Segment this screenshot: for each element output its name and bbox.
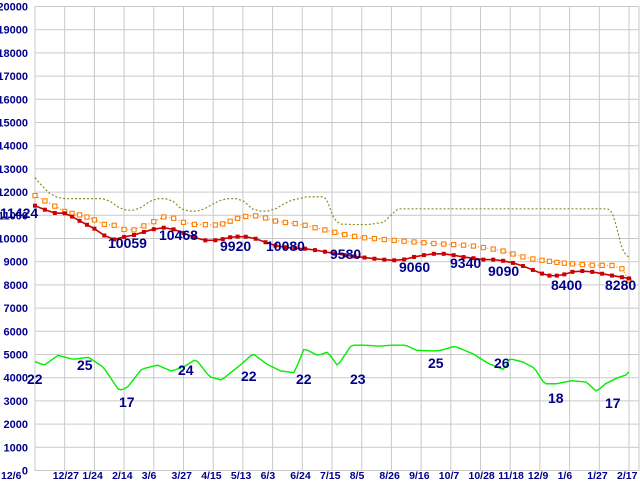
svg-text:16000: 16000 (0, 94, 28, 106)
svg-text:26: 26 (494, 355, 510, 371)
svg-text:23: 23 (350, 371, 366, 387)
svg-text:9060: 9060 (399, 259, 430, 275)
svg-text:3000: 3000 (4, 396, 28, 408)
svg-text:7000: 7000 (4, 303, 28, 315)
svg-text:9/16: 9/16 (409, 470, 430, 480)
svg-text:10059: 10059 (108, 235, 147, 251)
svg-text:17000: 17000 (0, 71, 28, 83)
svg-text:15000: 15000 (0, 118, 28, 130)
svg-text:5/13: 5/13 (231, 470, 252, 480)
svg-text:8000: 8000 (4, 280, 28, 292)
svg-text:1000: 1000 (4, 442, 28, 454)
svg-text:8280: 8280 (605, 277, 636, 293)
svg-text:6/3: 6/3 (261, 470, 276, 480)
svg-text:6/24: 6/24 (290, 470, 311, 480)
svg-text:25: 25 (77, 357, 93, 373)
svg-text:17: 17 (605, 395, 621, 411)
svg-text:10/28: 10/28 (469, 470, 495, 480)
svg-text:2000: 2000 (4, 419, 28, 431)
svg-text:18: 18 (548, 390, 564, 406)
svg-text:9090: 9090 (488, 263, 519, 279)
svg-text:14000: 14000 (0, 141, 28, 153)
svg-text:8400: 8400 (551, 277, 582, 293)
svg-text:11/18: 11/18 (498, 470, 524, 480)
svg-text:13000: 13000 (0, 164, 28, 176)
svg-text:3/6: 3/6 (142, 470, 157, 480)
svg-text:1/6: 1/6 (558, 470, 573, 480)
svg-text:4000: 4000 (4, 373, 28, 385)
svg-text:10000: 10000 (0, 234, 28, 246)
svg-text:6000: 6000 (4, 326, 28, 338)
svg-text:2/17: 2/17 (617, 470, 638, 480)
svg-text:11424: 11424 (0, 205, 38, 221)
svg-text:9920: 9920 (220, 238, 251, 254)
svg-text:22: 22 (27, 371, 43, 387)
svg-text:19000: 19000 (0, 25, 28, 37)
svg-text:20000: 20000 (0, 2, 28, 14)
svg-text:18000: 18000 (0, 48, 28, 60)
svg-text:17: 17 (119, 394, 135, 410)
svg-text:8/5: 8/5 (350, 470, 365, 480)
svg-text:1/24: 1/24 (82, 470, 103, 480)
svg-text:24: 24 (178, 362, 194, 378)
svg-text:9340: 9340 (450, 255, 481, 271)
svg-text:4/15: 4/15 (201, 470, 222, 480)
svg-text:2/14: 2/14 (112, 470, 133, 480)
svg-text:9000: 9000 (4, 257, 28, 269)
svg-text:10/7: 10/7 (439, 470, 460, 480)
svg-text:22: 22 (241, 368, 257, 384)
svg-text:25: 25 (428, 355, 444, 371)
svg-text:22: 22 (296, 371, 312, 387)
svg-text:12/6: 12/6 (1, 470, 22, 480)
svg-text:10468: 10468 (159, 227, 198, 243)
svg-text:12000: 12000 (0, 187, 28, 199)
svg-text:12/9: 12/9 (528, 470, 549, 480)
svg-text:12/27: 12/27 (53, 470, 79, 480)
svg-text:3/27: 3/27 (172, 470, 193, 480)
svg-text:9580: 9580 (330, 246, 361, 262)
svg-text:7/15: 7/15 (320, 470, 341, 480)
svg-text:5000: 5000 (4, 350, 28, 362)
svg-text:1/27: 1/27 (587, 470, 608, 480)
svg-text:8/26: 8/26 (379, 470, 400, 480)
svg-text:0: 0 (22, 466, 28, 478)
svg-text:10080: 10080 (266, 238, 305, 254)
